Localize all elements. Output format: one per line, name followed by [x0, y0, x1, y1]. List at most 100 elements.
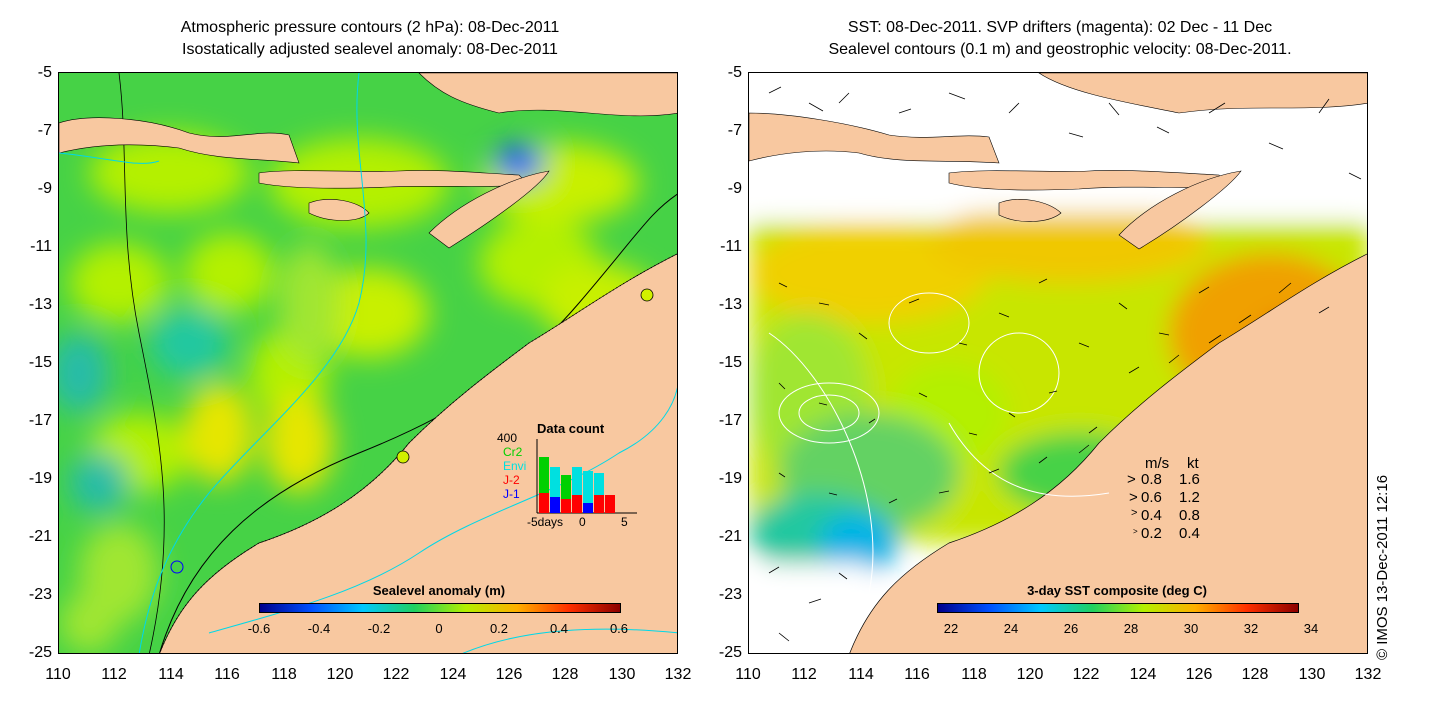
left-lat-tick: -25 [28, 644, 52, 661]
velocity-arrows [768, 86, 1362, 642]
right-lat-tick: -19 [718, 470, 742, 487]
right-lon-tick: 112 [791, 666, 817, 683]
land-lesser-sunda [258, 170, 530, 189]
land-australia [849, 253, 1367, 653]
bathymetry-contour [138, 73, 367, 653]
velocity-legend-header-kt: kt [1187, 455, 1199, 472]
right-lat-tick: -25 [718, 644, 742, 661]
sst-map: m/s kt > 0.8 1.6 > 0.6 1.2 > 0.4 0.8 > 0… [748, 72, 1368, 654]
left-lat-tick: -11 [30, 238, 52, 255]
velocity-legend-ms: 0.4 [1141, 507, 1162, 524]
left-colorbar-tick: -0.2 [367, 621, 391, 636]
land-timor [428, 170, 550, 249]
station-marker [640, 288, 654, 302]
sealevel-contour [768, 332, 874, 594]
right-colorbar-tick: 26 [1063, 621, 1079, 636]
sealevel-anomaly-map: Data count 400 Cr2 Envi J-2 J-1 -5days 0… [58, 72, 678, 654]
sealevel-contour [948, 422, 1110, 497]
right-colorbar-title: 3-day SST composite (deg C) [1027, 583, 1207, 598]
right-lon-tick: 128 [1241, 666, 1269, 683]
right-lon-tick: 130 [1298, 666, 1326, 683]
right-lon-tick: 132 [1354, 666, 1382, 683]
bathymetry-contour [462, 628, 677, 653]
sst-map-svg [749, 73, 1367, 653]
sealevel-anomaly-map-svg [59, 73, 677, 653]
left-colorbar-tick: 0 [435, 621, 443, 636]
copyright-stamp: © IMOS 13-Dec-2011 12:16 [1374, 474, 1391, 660]
inset-ymax-label: 400 [497, 431, 518, 445]
legend-arrow-icon: > [1131, 507, 1138, 519]
land-lesser-sunda [948, 170, 1225, 191]
inset-satellite-j2: J-2 [503, 473, 520, 487]
left-lon-tick: 110 [45, 666, 71, 683]
right-lon-tick: 114 [848, 666, 874, 683]
velocity-legend: m/s kt > 0.8 1.6 > 0.6 1.2 > 0.4 0.8 > 0… [1127, 455, 1247, 545]
velocity-legend-ms: 0.6 [1141, 489, 1162, 506]
right-lat-tick: -15 [718, 354, 742, 371]
right-lat-tick: -9 [727, 180, 742, 197]
sealevel-contour [978, 332, 1060, 414]
left-lat-tick: -7 [37, 122, 52, 139]
inset-satellite-cr2: Cr2 [503, 445, 523, 459]
left-lat-tick: -23 [28, 586, 52, 603]
land-north [1038, 73, 1367, 114]
left-lat-tick: -15 [28, 354, 52, 371]
right-lat-tick: -5 [727, 64, 742, 81]
left-lon-tick: 112 [101, 666, 127, 683]
right-lat-tick: -23 [718, 586, 742, 603]
right-lon-tick: 122 [1072, 666, 1100, 683]
legend-arrow-icon: > [1127, 471, 1136, 488]
velocity-legend-kt: 0.4 [1179, 525, 1200, 542]
left-lat-tick: -5 [37, 64, 52, 81]
legend-arrow-icon: > [1129, 489, 1138, 506]
right-colorbar-tick: 22 [943, 621, 959, 636]
velocity-legend-kt: 1.2 [1179, 489, 1200, 506]
left-lon-tick: 128 [551, 666, 579, 683]
velocity-legend-kt: 1.6 [1179, 471, 1200, 488]
land-north [418, 73, 677, 117]
left-colorbar-tick: 0.6 [609, 621, 629, 636]
left-lon-tick: 124 [439, 666, 467, 683]
left-lat-tick: -13 [28, 296, 52, 313]
left-lon-tick: 126 [495, 666, 523, 683]
left-colorbar-tick: -0.4 [307, 621, 331, 636]
anomaly-field [59, 133, 659, 653]
right-colorbar-tick: 28 [1123, 621, 1139, 636]
bathymetry-contour [59, 152, 160, 164]
velocity-legend-kt: 0.8 [1179, 507, 1200, 524]
land-timor [1118, 170, 1242, 250]
left-colorbar-title: Sealevel anomaly (m) [372, 583, 506, 598]
sealevel-contour [778, 382, 880, 444]
inset-xtick-zero: 0 [579, 515, 586, 529]
left-colorbar-tick: 0.4 [549, 621, 569, 636]
left-title-line2: Isostatically adjusted sealevel anomaly:… [182, 41, 558, 58]
legend-arrow-icon: > [1133, 527, 1138, 536]
pressure-contour [118, 73, 165, 653]
left-lat-tick: -21 [28, 528, 52, 545]
inset-histogram [536, 439, 637, 514]
station-marker [170, 560, 184, 574]
sealevel-contour [798, 394, 860, 432]
left-colorbar-tick: 0.2 [489, 621, 509, 636]
left-title-line1: Atmospheric pressure contours (2 hPa): 0… [180, 19, 560, 36]
right-lat-tick: -13 [718, 296, 742, 313]
left-lon-tick: 114 [158, 666, 184, 683]
right-title-line1: SST: 08-Dec-2011. SVP drifters (magenta)… [847, 19, 1273, 36]
right-lon-tick: 124 [1129, 666, 1157, 683]
right-lat-tick: -21 [718, 528, 742, 545]
right-colorbar-tick: 30 [1183, 621, 1199, 636]
right-lon-tick: 110 [735, 666, 761, 683]
inset-satellite-j1: J-1 [503, 487, 520, 501]
velocity-legend-ms: 0.8 [1141, 471, 1162, 488]
left-lon-tick: 130 [608, 666, 636, 683]
land-java [749, 112, 1000, 164]
inset-xtick-start: -5days [527, 515, 564, 529]
land-sumba [998, 199, 1062, 222]
inset-title: Data count [537, 421, 605, 436]
right-colorbar-tick: 34 [1303, 621, 1319, 636]
land-java [59, 117, 300, 164]
right-lon-tick: 116 [904, 666, 930, 683]
inset-xtick-end: 5 [621, 515, 628, 529]
velocity-legend-ms: 0.2 [1141, 525, 1162, 542]
left-lat-tick: -17 [28, 412, 52, 429]
